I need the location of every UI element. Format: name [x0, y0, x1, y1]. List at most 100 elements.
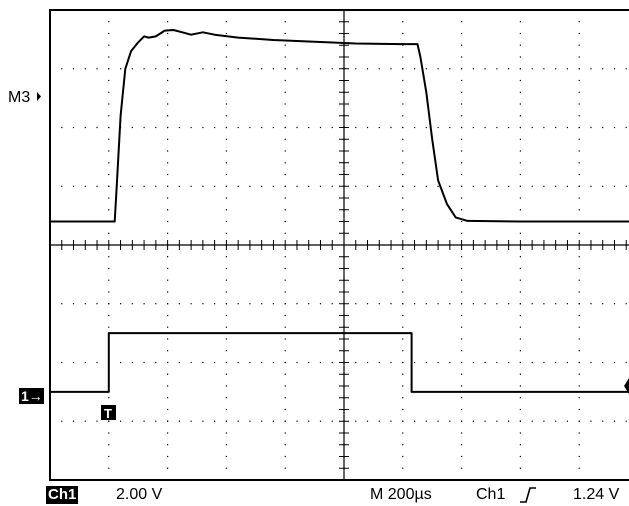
grid-dot [578, 103, 580, 105]
grid-dot [578, 197, 580, 199]
grid-dot [190, 361, 192, 364]
channel-badge[interactable]: Ch1 [46, 486, 79, 504]
grid-dot [461, 103, 463, 105]
grid-dot [225, 197, 227, 199]
grid-dot [237, 185, 239, 187]
grid-dot [284, 44, 286, 46]
grid-dot [402, 361, 404, 364]
grid-dot [519, 420, 521, 422]
grid-dot [284, 279, 286, 281]
grid-dot [555, 68, 557, 70]
grid-dot [590, 420, 592, 422]
grid-dot [461, 314, 463, 317]
grid-dot [225, 279, 227, 281]
trigger-level-arrow-icon[interactable] [624, 378, 629, 394]
grid-dot [472, 420, 474, 422]
grid-dot [190, 420, 192, 422]
grid-dot [249, 68, 251, 70]
grid-dot [519, 291, 521, 293]
grid-dot [61, 361, 63, 364]
grid-dot [49, 68, 51, 70]
grid-dot [108, 314, 110, 317]
trigger-level: 1.24 V [573, 486, 620, 503]
grid-dot [472, 68, 474, 70]
grid-dot [625, 420, 627, 422]
grid-dot [519, 56, 521, 58]
grid-dot [484, 420, 486, 422]
grid-dot [284, 197, 286, 199]
grid-dot [496, 185, 498, 187]
grid-dot [625, 68, 627, 70]
grid-dot [131, 303, 133, 305]
grid-dot [461, 338, 463, 340]
grid-dot [225, 185, 227, 187]
grid-dot [519, 279, 521, 281]
grid-dot [590, 185, 592, 187]
grid-dot [167, 397, 169, 399]
grid-dot [49, 126, 51, 129]
grid-dot [190, 303, 192, 305]
grid-dot [284, 256, 286, 258]
grid-dot [461, 408, 463, 411]
grid-dot [555, 303, 557, 305]
grid-dot [108, 209, 110, 211]
grid-dot [120, 303, 122, 305]
grid-dot [519, 338, 521, 340]
grid-dot [202, 185, 204, 187]
ch1-ground-marker[interactable]: 1→ [19, 388, 44, 404]
grid-dot [167, 138, 169, 140]
grid-dot [519, 444, 521, 446]
grid-dot [578, 314, 580, 317]
grid-dot [425, 126, 427, 129]
grid-dot [566, 185, 568, 187]
grid-dot [355, 361, 357, 364]
grid-dot [72, 126, 75, 129]
grid-dot [602, 420, 604, 422]
grid-dot [167, 56, 169, 58]
grid-dot [402, 385, 404, 387]
grid-dot [461, 185, 463, 187]
grid-dot [108, 21, 110, 23]
grid-dot [84, 420, 86, 422]
grid-dot [531, 68, 533, 70]
grid-dot [508, 126, 510, 129]
grid-dot [308, 185, 310, 187]
grid-dot [390, 361, 392, 364]
trigger-position-marker[interactable]: T [101, 405, 116, 421]
trigger-position-label: T [104, 406, 112, 421]
grid-dot [308, 361, 310, 364]
grid-dot [131, 185, 133, 187]
grid-dot [167, 373, 169, 375]
grid-dot [319, 126, 322, 129]
grid-dot [225, 479, 227, 481]
grid-dot [120, 361, 122, 364]
grid-dot [202, 303, 204, 305]
grid-dot [519, 150, 521, 152]
grid-dot [461, 162, 463, 164]
grid-dot [178, 303, 180, 305]
grid-dot [402, 9, 404, 11]
grid-dot [167, 21, 169, 23]
grid-dot [461, 115, 463, 117]
grid-dot [108, 467, 110, 469]
grid-dot [108, 232, 110, 234]
math-marker: M3 [8, 89, 41, 106]
grid-dot [225, 209, 227, 211]
grid-dot [602, 68, 604, 70]
grid-dot [402, 220, 404, 223]
grid-dot [178, 68, 180, 70]
grid-dot [284, 79, 286, 82]
grid-dot [249, 420, 251, 422]
grid-dot [108, 303, 110, 305]
grid-dot [519, 267, 521, 270]
trigger-source: Ch1 [476, 486, 506, 503]
grid-dot [437, 68, 439, 70]
grid-dot [72, 303, 75, 305]
grid-dot [390, 303, 392, 305]
grid-dot [461, 397, 463, 399]
grid-dot [225, 291, 227, 293]
grid-dot [108, 279, 110, 281]
grid-dot [284, 150, 286, 152]
grid-dot [284, 303, 286, 305]
